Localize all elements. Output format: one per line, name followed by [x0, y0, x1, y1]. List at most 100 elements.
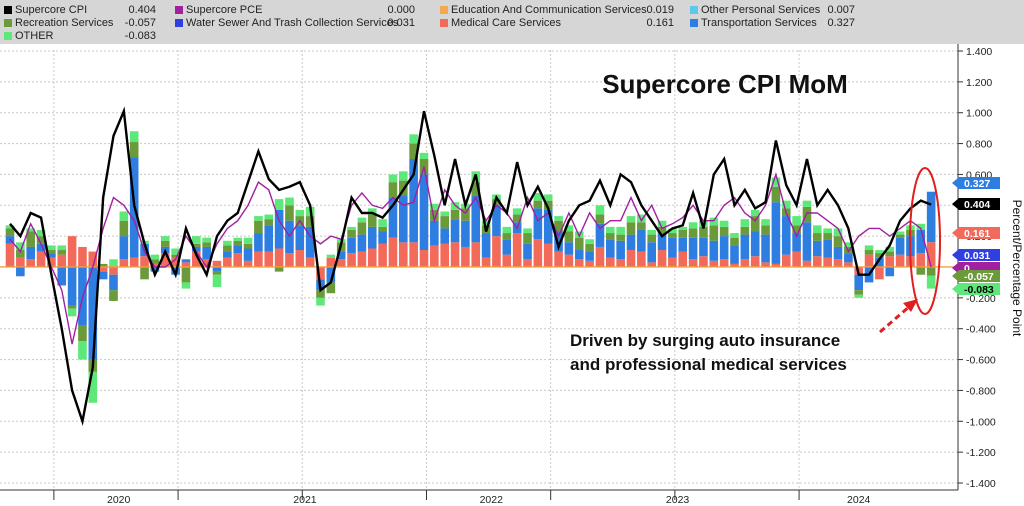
bar-segment — [916, 223, 926, 230]
bar-segment — [502, 233, 512, 240]
bar-segment — [875, 267, 884, 280]
bar-segment — [233, 253, 242, 267]
bar-segment — [854, 274, 863, 291]
bar-segment — [57, 245, 67, 251]
bar-segment — [378, 219, 387, 227]
legend-name: Supercore PCE — [186, 4, 263, 16]
bar-segment — [543, 243, 553, 267]
bar-segment — [481, 257, 491, 267]
bar-segment — [844, 253, 853, 263]
bar-segment — [347, 226, 356, 230]
chart-title: Supercore CPI MoM — [602, 69, 848, 99]
annotation-arrow — [879, 304, 911, 334]
bar-segment — [813, 256, 822, 267]
legend-value: 0.404 — [128, 4, 156, 16]
bar-segment — [916, 267, 926, 275]
bar-segment — [750, 256, 760, 267]
bar-segment — [844, 262, 853, 267]
bar-segment — [864, 250, 874, 255]
bar-segment — [606, 226, 615, 234]
bar-segment — [719, 259, 729, 267]
bar-segment — [347, 229, 356, 238]
legend-name: Medical Care Services — [451, 17, 562, 29]
bar-segment — [192, 236, 201, 244]
tag-background — [952, 283, 1000, 295]
bar-segment — [564, 242, 574, 255]
bar-segment — [305, 216, 315, 227]
y-tick-label: -1.400 — [966, 478, 996, 490]
bar-segment — [295, 225, 305, 251]
bar-segment — [637, 251, 646, 267]
bar-segment — [16, 242, 25, 251]
bar-segment — [523, 243, 532, 260]
bar-segment — [233, 237, 242, 241]
bars — [5, 131, 936, 403]
bar-segment — [926, 275, 936, 289]
legend-name: Recreation Services — [15, 17, 114, 29]
tag-background — [952, 227, 1000, 239]
legend-item: Transportation Services 0.327 — [690, 16, 855, 30]
bar-segment — [802, 200, 812, 207]
bar-segment — [88, 371, 98, 403]
x-tick-label: 2023 — [666, 494, 690, 506]
bar-segment — [574, 250, 584, 260]
bar-segment — [78, 325, 87, 342]
bar-segment — [792, 216, 801, 226]
y-tick-label: 1.000 — [966, 108, 992, 120]
bar-segment — [523, 233, 532, 244]
legend-swatch — [4, 6, 12, 14]
bar-segment — [47, 250, 56, 254]
bar-segment — [409, 134, 418, 144]
bar-segment — [347, 237, 356, 254]
bar-segment — [916, 229, 926, 254]
bar-segment — [709, 225, 719, 241]
bar-segment — [533, 192, 543, 201]
bar-segment — [26, 231, 35, 247]
bar-segment — [668, 233, 677, 238]
bar-segment — [523, 228, 532, 234]
bar-segment — [36, 243, 46, 252]
legend-swatch — [175, 19, 183, 27]
legend: Supercore CPI 0.404 Recreation Services -0.… — [0, 0, 1024, 44]
bar-segment — [595, 246, 605, 267]
bar-segment — [616, 226, 625, 235]
bar-segment — [585, 251, 594, 261]
bar-segment — [430, 203, 439, 210]
bar-segment — [564, 254, 574, 267]
bar-segment — [367, 214, 377, 227]
bar-segment — [678, 251, 688, 267]
bar-segment — [761, 234, 770, 263]
bar-segment — [129, 131, 139, 143]
bar-segment — [657, 233, 667, 251]
bar-segment — [554, 231, 563, 252]
bar-segment — [440, 211, 449, 217]
bar-segment — [388, 174, 398, 183]
bar-segment — [688, 259, 698, 267]
bar-segment — [875, 250, 884, 254]
bar-segment — [316, 290, 325, 298]
bar-segment — [461, 220, 470, 247]
bar-segment — [367, 226, 377, 249]
bar-segment — [461, 246, 470, 267]
legend-item: Supercore PCE 0.000 — [175, 3, 415, 17]
bar-segment — [606, 239, 615, 258]
bar-segment — [813, 233, 822, 241]
bar-segment — [357, 217, 367, 223]
bar-segment — [150, 263, 160, 267]
bar-segment — [626, 222, 636, 235]
bar-segment — [388, 182, 398, 198]
bar-segment — [574, 237, 584, 251]
bar-segment — [409, 242, 418, 267]
legend-item: Education And Communication Services 0.01… — [440, 3, 674, 17]
bar-segment — [243, 248, 253, 261]
bar-segment — [719, 226, 729, 237]
bar-segment — [243, 260, 253, 267]
bar-segment — [833, 246, 843, 260]
bar-segment — [823, 257, 832, 267]
bar-segment — [67, 236, 77, 267]
tag-label: 0.404 — [964, 199, 990, 211]
bar-segment — [5, 243, 15, 267]
bar-segment — [709, 260, 719, 267]
bar-segment — [430, 209, 439, 221]
bar-segment — [274, 267, 284, 272]
